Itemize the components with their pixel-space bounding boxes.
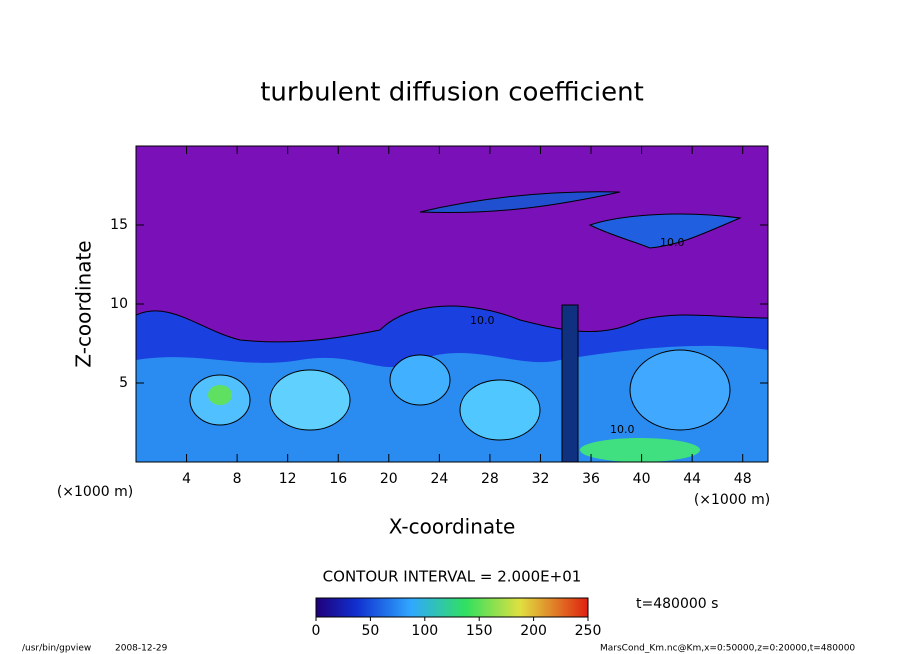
x-tick-label: 16 [329,471,347,487]
field: 10.0 10.0 10.0 [136,146,768,462]
chart-title: turbulent diffusion coefficient [260,78,644,108]
x-tick-label: 36 [582,471,600,487]
contour-label: 10.0 [610,423,635,436]
colorbar-tick-label: 50 [361,623,379,639]
x-tick-label: 32 [532,471,550,487]
footer-date: 2008-12-29 [115,644,168,654]
x-tick-label: 44 [683,471,701,487]
contour-label: 10.0 [660,236,685,249]
y-axis-label: Z-coordinate [72,240,96,367]
footer-program: /usr/bin/gpview [22,644,91,654]
y-tick-label: 15 [110,217,128,233]
colorbar-tick-label: 0 [312,623,321,639]
y-unit-label: (×1000 m) [57,484,133,500]
x-tick-label: 48 [734,471,752,487]
time-label: t=480000 s [636,596,718,612]
x-axis-label: X-coordinate [389,515,516,539]
x-tick-label: 12 [279,471,297,487]
contour-interval: CONTOUR INTERVAL = 2.000E+01 [323,568,582,586]
colorbar-tick-label: 100 [411,623,438,639]
footer-source: MarsCond_Km.nc@Km,x=0:50000,z=0:20000,t=… [600,644,855,654]
x-tick-label: 4 [182,471,191,487]
contour-label: 10.0 [470,314,495,327]
colorbar-tick-label: 250 [575,623,602,639]
colorbar [315,597,589,618]
x-tick-label: 24 [430,471,448,487]
x-unit-label: (×1000 m) [694,492,770,508]
x-tick-label: 8 [233,471,242,487]
y-tick-label: 5 [119,375,128,391]
x-tick-label: 40 [633,471,651,487]
colorbar-tick-label: 150 [466,623,493,639]
x-tick-label: 28 [481,471,499,487]
colorbar-tick-label: 200 [520,623,547,639]
y-tick-label: 10 [110,296,128,312]
x-tick-label: 20 [380,471,398,487]
